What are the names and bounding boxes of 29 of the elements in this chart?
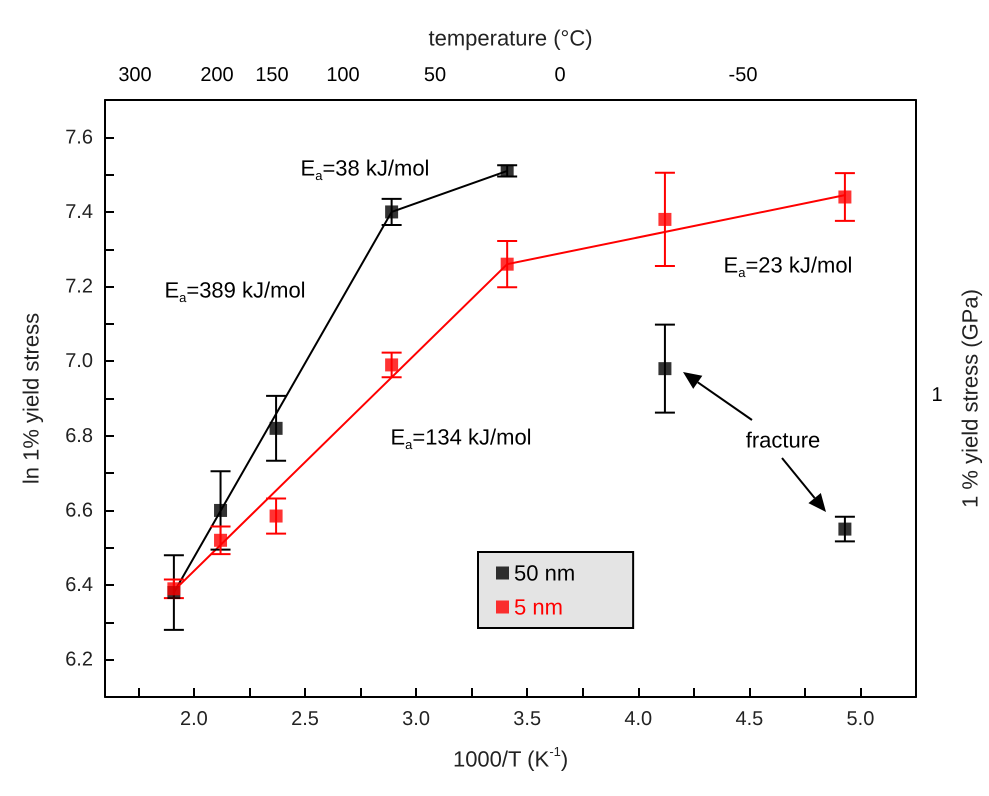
text: -50 xyxy=(728,64,758,86)
x-tick-label: 2.5 xyxy=(291,708,319,730)
y-tick-label: 6.8 xyxy=(65,424,93,447)
x-tick-label: 4.5 xyxy=(735,708,764,730)
y-tick-label: 6.6 xyxy=(65,499,93,522)
text: 50 xyxy=(424,64,446,86)
y-tick-label: 6.4 xyxy=(65,574,93,596)
y-tick-label: 6.2 xyxy=(65,648,93,671)
y-axis-title: ln 1% yield stress xyxy=(18,312,44,484)
annotation: fracture xyxy=(746,428,820,452)
legend-label: 50 nm xyxy=(514,560,576,586)
text: 300 xyxy=(118,64,152,86)
text: 150 xyxy=(255,64,289,86)
text: 0 xyxy=(554,64,566,86)
y-tick-label: 7.6 xyxy=(65,126,93,148)
x-tick-label: 5.0 xyxy=(846,708,874,730)
y-tick-label: 7.4 xyxy=(65,200,93,223)
x2-axis-title: temperature (°C) xyxy=(428,26,593,50)
y-tick-label: 7.2 xyxy=(65,276,93,298)
text: 100 xyxy=(326,64,360,86)
legend-label: 5 nm xyxy=(514,594,563,620)
y2-axis-title: 1 % yield stress (GPa) xyxy=(958,289,982,508)
x-tick-label: 4.0 xyxy=(624,708,652,730)
x-tick-label: 3.5 xyxy=(513,708,542,730)
x-tick-label: 3.0 xyxy=(402,708,430,730)
text: 1 xyxy=(931,384,943,406)
y-tick-label: 7.0 xyxy=(65,350,93,372)
x-tick-label: 2.0 xyxy=(180,708,208,730)
text: 200 xyxy=(200,64,234,86)
